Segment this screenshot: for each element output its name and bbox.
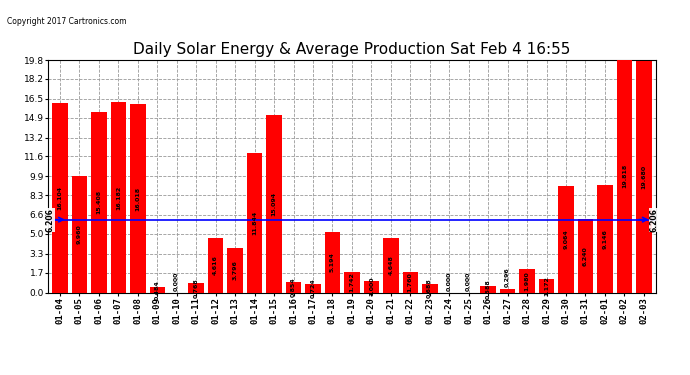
Text: 5.194: 5.194 xyxy=(330,252,335,272)
Text: 1.000: 1.000 xyxy=(369,277,374,296)
Text: Copyright 2017 Cartronics.com: Copyright 2017 Cartronics.com xyxy=(7,17,126,26)
Text: 16.182: 16.182 xyxy=(116,185,121,210)
Bar xyxy=(383,238,399,292)
Text: 19.818: 19.818 xyxy=(622,164,627,188)
Bar xyxy=(130,104,146,292)
Bar xyxy=(402,272,418,292)
Bar xyxy=(558,186,574,292)
Text: 19.680: 19.680 xyxy=(641,165,647,189)
Bar xyxy=(91,112,107,292)
Text: 0.000: 0.000 xyxy=(175,272,179,291)
Bar xyxy=(480,286,496,292)
Bar xyxy=(305,284,321,292)
Bar xyxy=(227,248,243,292)
Text: 9.146: 9.146 xyxy=(602,229,607,249)
Bar xyxy=(636,62,651,292)
Text: 4.648: 4.648 xyxy=(388,255,393,275)
Bar xyxy=(208,238,224,292)
Title: Daily Solar Energy & Average Production Sat Feb 4 16:55: Daily Solar Energy & Average Production … xyxy=(133,42,571,57)
Text: 4.616: 4.616 xyxy=(213,255,218,275)
Text: 1.172: 1.172 xyxy=(544,276,549,296)
Text: 1.760: 1.760 xyxy=(408,272,413,292)
Text: 0.484: 0.484 xyxy=(155,280,160,300)
Bar xyxy=(597,185,613,292)
Text: 0.296: 0.296 xyxy=(505,267,510,286)
Bar xyxy=(617,60,632,292)
Text: 9.064: 9.064 xyxy=(564,230,569,249)
Bar xyxy=(110,102,126,292)
Bar xyxy=(72,176,87,292)
Text: 15.094: 15.094 xyxy=(272,192,277,216)
Bar xyxy=(325,231,340,292)
Text: 0.000: 0.000 xyxy=(446,272,452,291)
Text: 6.240: 6.240 xyxy=(583,246,588,266)
Bar xyxy=(247,153,262,292)
Text: 16.018: 16.018 xyxy=(135,186,140,210)
Bar xyxy=(578,219,593,292)
Text: 9.960: 9.960 xyxy=(77,224,82,244)
Bar xyxy=(150,287,165,292)
Text: 1.742: 1.742 xyxy=(349,272,355,292)
Bar xyxy=(364,281,379,292)
Text: 6.206: 6.206 xyxy=(46,208,55,232)
Text: 15.408: 15.408 xyxy=(97,190,101,214)
Text: 1.980: 1.980 xyxy=(524,271,529,291)
Text: 0.724: 0.724 xyxy=(310,278,315,298)
Bar xyxy=(52,104,68,292)
Text: 0.768: 0.768 xyxy=(194,278,199,298)
Text: 0.854: 0.854 xyxy=(291,278,296,297)
Bar xyxy=(344,272,359,292)
Text: 16.104: 16.104 xyxy=(57,186,63,210)
Bar xyxy=(286,282,302,292)
Text: 0.588: 0.588 xyxy=(486,279,491,299)
Bar xyxy=(520,269,535,292)
Bar xyxy=(539,279,554,292)
Text: 0.000: 0.000 xyxy=(466,272,471,291)
Text: 0.688: 0.688 xyxy=(427,279,432,298)
Bar xyxy=(422,284,437,292)
Text: 3.796: 3.796 xyxy=(233,260,237,280)
Text: 11.844: 11.844 xyxy=(252,211,257,235)
Bar xyxy=(188,284,204,292)
Bar xyxy=(500,289,515,292)
Bar xyxy=(266,115,282,292)
Text: 6.206: 6.206 xyxy=(649,208,658,232)
